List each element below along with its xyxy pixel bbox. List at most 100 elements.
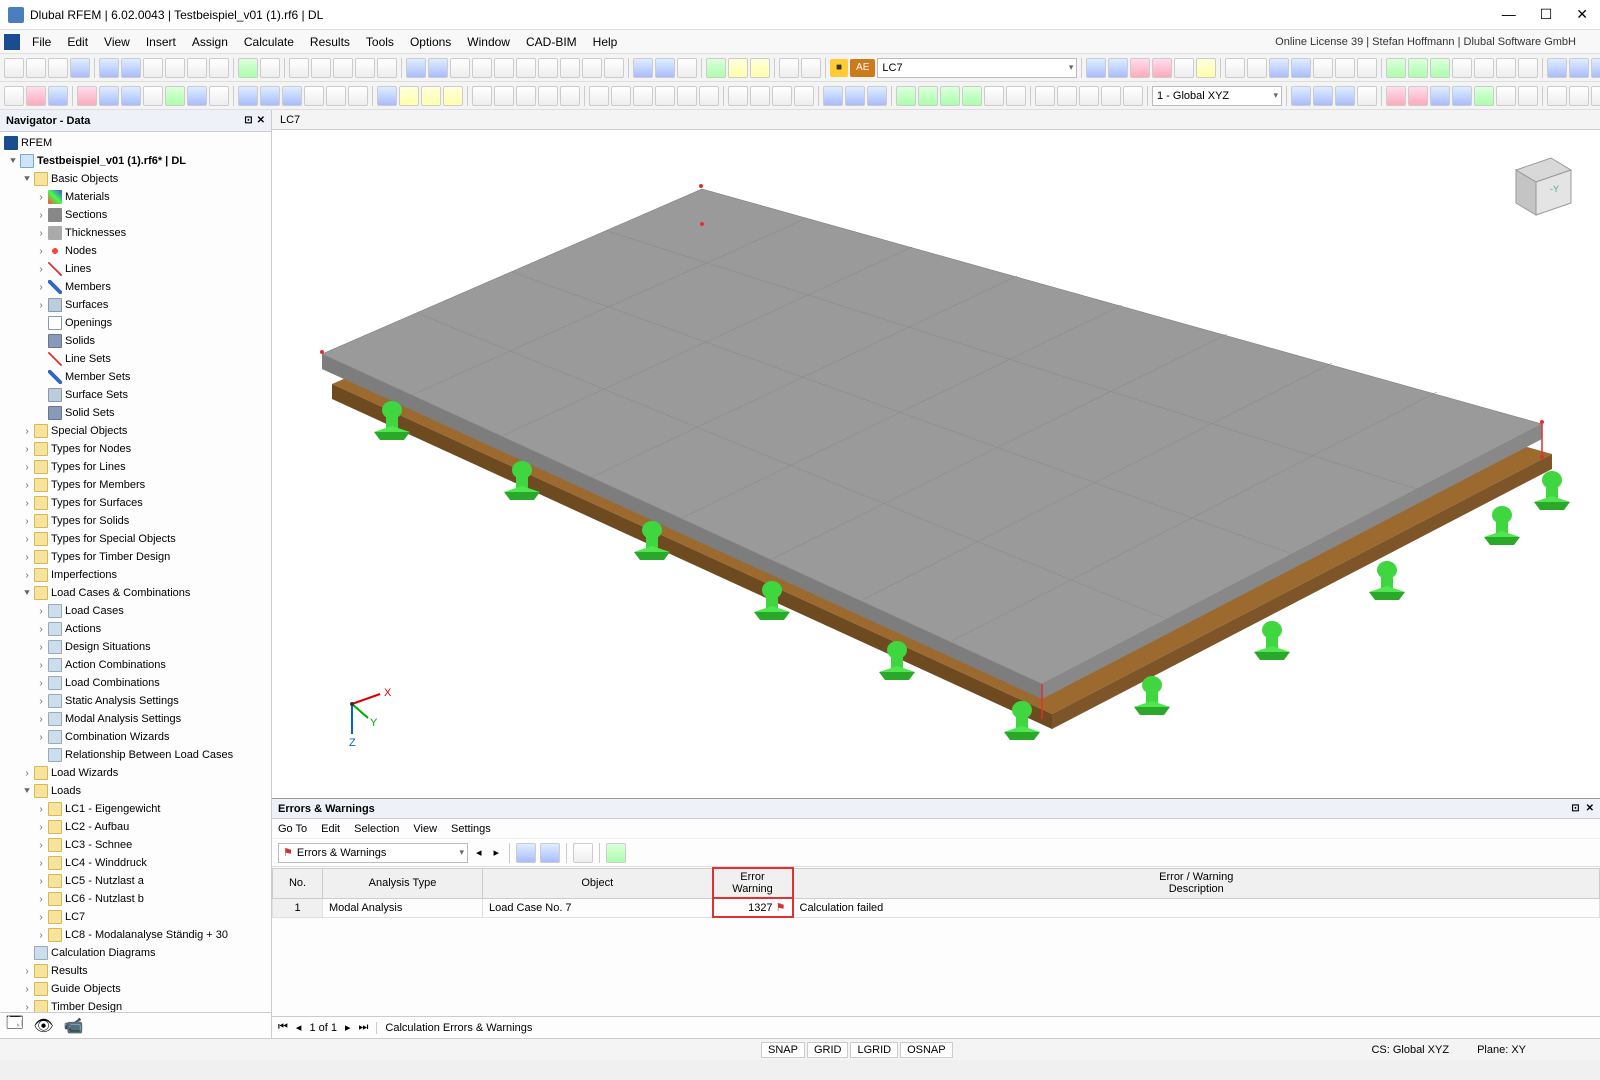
- tree-loads[interactable]: ⯆Loads: [0, 782, 271, 800]
- col-desc[interactable]: Error / WarningDescription: [793, 868, 1600, 898]
- tb-a7[interactable]: [377, 58, 397, 78]
- tree-lc7[interactable]: ›LC7: [0, 908, 271, 926]
- tree-solids[interactable]: Solids: [0, 332, 271, 350]
- tb-a3[interactable]: [289, 58, 309, 78]
- tree-solidsets[interactable]: Solid Sets: [0, 404, 271, 422]
- t2-f2[interactable]: [611, 86, 631, 106]
- tree-lc5[interactable]: ›LC5 - Nutzlast a: [0, 872, 271, 890]
- tb-d1[interactable]: [779, 58, 799, 78]
- tb-a4[interactable]: [311, 58, 331, 78]
- status-lgrid[interactable]: LGRID: [850, 1042, 898, 1058]
- viewport-tab[interactable]: LC7: [272, 110, 1600, 130]
- tb-b1[interactable]: [633, 58, 653, 78]
- errors-pin-icon[interactable]: ⊡: [1571, 803, 1579, 814]
- t2-g4[interactable]: [794, 86, 814, 106]
- t2-l6[interactable]: [1496, 86, 1516, 106]
- viewport-3d[interactable]: X Y Z -Y: [272, 130, 1600, 798]
- tb-view8[interactable]: [560, 58, 580, 78]
- tree-modalset[interactable]: ›Modal Analysis Settings: [0, 710, 271, 728]
- t2-h1[interactable]: [823, 86, 843, 106]
- tree-lwiz[interactable]: ›Load Wizards: [0, 764, 271, 782]
- t2-l1[interactable]: [1386, 86, 1406, 106]
- nav-footer-icon1[interactable]: 🗔: [6, 1012, 23, 1039]
- tree-lc8[interactable]: ›LC8 - Modalanalyse Ständig + 30: [0, 926, 271, 944]
- tb-g1[interactable]: [1386, 58, 1406, 78]
- t2-k2[interactable]: [1313, 86, 1333, 106]
- t2-e5[interactable]: [560, 86, 580, 106]
- tree-lc3[interactable]: ›LC3 - Schnee: [0, 836, 271, 854]
- tree-tsolids[interactable]: ›Types for Solids: [0, 512, 271, 530]
- col-error[interactable]: ErrorWarning: [713, 868, 793, 898]
- tree-openings[interactable]: Openings: [0, 314, 271, 332]
- tb-new[interactable]: [4, 58, 24, 78]
- t2-i4[interactable]: [962, 86, 982, 106]
- tb-view7[interactable]: [538, 58, 558, 78]
- menu-insert[interactable]: Insert: [138, 33, 184, 51]
- menu-help[interactable]: Help: [585, 33, 626, 51]
- tb-view9[interactable]: [582, 58, 602, 78]
- t2-a1[interactable]: [4, 86, 24, 106]
- tree-lc1[interactable]: ›LC1 - Eigengewicht: [0, 800, 271, 818]
- pager-last[interactable]: ⏭: [359, 1021, 369, 1034]
- tb-view1[interactable]: [406, 58, 426, 78]
- tree-lc4[interactable]: ›LC4 - Winddruck: [0, 854, 271, 872]
- tb-c2[interactable]: [728, 58, 748, 78]
- nav-footer-icon3[interactable]: 📹: [64, 1016, 84, 1036]
- tree-combwiz[interactable]: ›Combination Wizards: [0, 728, 271, 746]
- tb-g4[interactable]: [1452, 58, 1472, 78]
- tb-e2[interactable]: [1108, 58, 1128, 78]
- tb-a6[interactable]: [355, 58, 375, 78]
- menu-results[interactable]: Results: [302, 33, 358, 51]
- tree-loadcases[interactable]: ›Load Cases: [0, 602, 271, 620]
- t2-i6[interactable]: [1006, 86, 1026, 106]
- t2-d2[interactable]: [399, 86, 419, 106]
- tree-actioncomb[interactable]: ›Action Combinations: [0, 656, 271, 674]
- errors-table[interactable]: No. Analysis Type Object ErrorWarning Er…: [272, 867, 1600, 1016]
- t2-b2[interactable]: [99, 86, 119, 106]
- t2-f6[interactable]: [699, 86, 719, 106]
- tree-tsurfaces[interactable]: ›Types for Surfaces: [0, 494, 271, 512]
- col-analysis[interactable]: Analysis Type: [323, 868, 483, 898]
- t2-l5[interactable]: [1474, 86, 1494, 106]
- tb-e6[interactable]: [1196, 58, 1216, 78]
- tb-combo-loadcase[interactable]: LC7: [877, 58, 1077, 78]
- tb-f7[interactable]: [1357, 58, 1377, 78]
- tb-undo[interactable]: [99, 58, 119, 78]
- tb-paste[interactable]: [187, 58, 207, 78]
- tree-tspecial[interactable]: ›Types for Special Objects: [0, 530, 271, 548]
- t2-b6[interactable]: [187, 86, 207, 106]
- tree-materials[interactable]: ›Materials: [0, 188, 271, 206]
- t2-g1[interactable]: [728, 86, 748, 106]
- tb-b2[interactable]: [655, 58, 675, 78]
- tb-view4[interactable]: [472, 58, 492, 78]
- nav-close-icon[interactable]: ✕: [257, 115, 265, 126]
- t2-d3[interactable]: [421, 86, 441, 106]
- tree-relation[interactable]: Relationship Between Load Cases: [0, 746, 271, 764]
- tree-sections[interactable]: ›Sections: [0, 206, 271, 224]
- tb-f2[interactable]: [1247, 58, 1267, 78]
- tree-ttimber[interactable]: ›Types for Timber Design: [0, 548, 271, 566]
- t2-j4[interactable]: [1101, 86, 1121, 106]
- tree-loadcomb[interactable]: ›Load Combinations: [0, 674, 271, 692]
- tree-staticset[interactable]: ›Static Analysis Settings: [0, 692, 271, 710]
- tb-a2[interactable]: [260, 58, 280, 78]
- err-menu-goto[interactable]: Go To: [278, 823, 307, 835]
- pager-prev[interactable]: ◂: [296, 1021, 302, 1034]
- err-tool1[interactable]: [516, 843, 536, 863]
- tree-surfaces[interactable]: ›Surfaces: [0, 296, 271, 314]
- t2-f5[interactable]: [677, 86, 697, 106]
- err-next-icon[interactable]: ▸: [490, 846, 504, 859]
- tb-view6[interactable]: [516, 58, 536, 78]
- err-menu-selection[interactable]: Selection: [354, 823, 399, 835]
- tb-g7[interactable]: [1518, 58, 1538, 78]
- maximize-button[interactable]: ☐: [1536, 6, 1557, 23]
- t2-m1[interactable]: [1547, 86, 1567, 106]
- menu-calculate[interactable]: Calculate: [236, 33, 302, 51]
- tb-a5[interactable]: [333, 58, 353, 78]
- tb-cut[interactable]: [143, 58, 163, 78]
- tb-b3[interactable]: [677, 58, 697, 78]
- col-object[interactable]: Object: [483, 868, 713, 898]
- tb-c1[interactable]: [706, 58, 726, 78]
- t2-l2[interactable]: [1408, 86, 1428, 106]
- t2-c3[interactable]: [282, 86, 302, 106]
